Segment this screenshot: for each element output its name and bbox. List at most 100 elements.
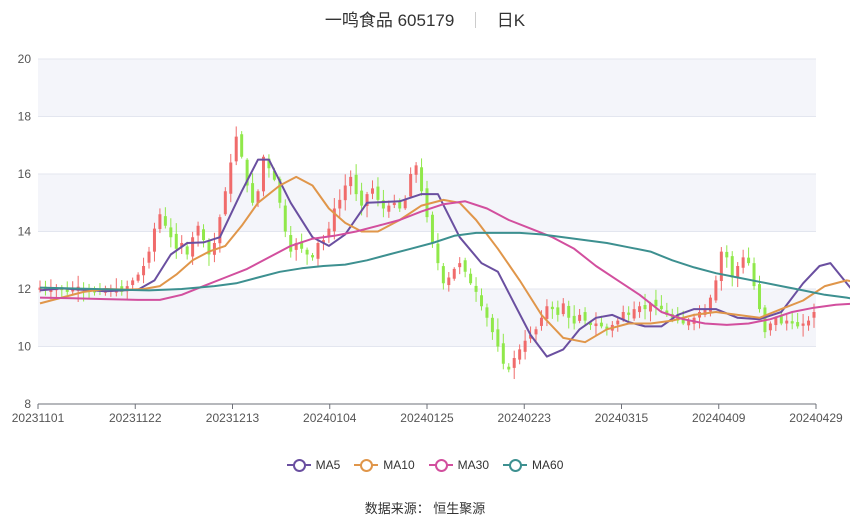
candle-body — [278, 178, 282, 203]
candle-body — [725, 251, 729, 258]
candle-body — [768, 323, 772, 331]
candle-body — [539, 317, 543, 326]
candle-body — [420, 167, 424, 192]
chart-title: 一鸣食品 605179 日K — [0, 6, 850, 31]
legend-swatch-icon — [503, 458, 528, 472]
y-tick-label: 14 — [18, 225, 32, 239]
candle-body — [545, 306, 549, 319]
legend-item-ma5[interactable]: MA5 — [286, 458, 341, 472]
candle-body — [174, 233, 178, 249]
candlestick-chart: 8 10 12 14 16 18 20 20231101 20231122 20231213 202… — [12, 52, 850, 425]
candle-body — [480, 295, 484, 307]
x-tick-label: 20231213 — [206, 411, 260, 425]
legend-label: MA60 — [532, 458, 564, 472]
candle-body — [38, 287, 42, 290]
candle-body — [441, 266, 445, 284]
y-tick-label: 16 — [18, 167, 32, 181]
candle-body — [185, 246, 189, 255]
candle-body — [332, 208, 336, 232]
legend-swatch-icon — [286, 458, 311, 472]
candle-body — [512, 358, 516, 368]
candle-body — [381, 200, 385, 209]
candle-body — [354, 174, 358, 195]
candle-body — [223, 191, 227, 215]
candle-body — [261, 156, 265, 192]
legend-label: MA30 — [457, 458, 490, 472]
candle-body — [643, 305, 647, 310]
candle-body — [621, 312, 625, 320]
candle-body — [741, 257, 745, 268]
candle-body — [605, 326, 609, 330]
candle-body — [501, 343, 505, 364]
candle-body — [387, 205, 391, 212]
candle-body — [163, 216, 167, 226]
candle-body — [191, 237, 195, 257]
candle-body — [360, 190, 364, 206]
x-tick-label: 20240315 — [595, 411, 649, 425]
candle-body — [774, 317, 778, 326]
candle-body — [409, 174, 413, 197]
candle-body — [272, 170, 276, 180]
legend-label: MA10 — [383, 458, 415, 472]
candle-body — [801, 323, 805, 326]
candle-body — [790, 321, 794, 324]
candle-body — [665, 310, 669, 315]
ma30-line — [39, 200, 850, 326]
candle-body — [447, 277, 451, 286]
candle-body — [703, 309, 707, 315]
candle-body — [294, 243, 298, 250]
legend-label: MA5 — [315, 458, 341, 472]
candle-body — [627, 312, 631, 315]
candle-body — [251, 183, 255, 203]
candle-body — [158, 214, 162, 229]
candle-body — [507, 366, 511, 370]
candle-body — [343, 185, 347, 201]
candle-body — [316, 243, 320, 259]
candle-body — [376, 186, 380, 200]
candle-body — [796, 322, 800, 327]
candle-body — [327, 228, 331, 238]
period-label: 日K — [496, 11, 526, 30]
candle-body — [730, 256, 734, 278]
candle-body — [370, 188, 374, 194]
legend-item-ma30[interactable]: MA30 — [428, 458, 490, 472]
candle-body — [196, 225, 200, 236]
ma5-line — [39, 158, 850, 358]
legend-item-ma10[interactable]: MA10 — [354, 458, 415, 472]
candle-body — [147, 251, 151, 263]
legend-item-ma60[interactable]: MA60 — [503, 458, 563, 472]
data-source: 数据来源： 恒生聚源 — [364, 501, 486, 516]
candle-body — [638, 306, 642, 313]
candle-body — [523, 340, 527, 352]
x-tick-label: 20231101 — [12, 411, 65, 425]
candle-body — [599, 322, 603, 327]
legend-swatch-icon — [354, 458, 379, 472]
y-tick-label: 8 — [24, 397, 31, 411]
ma60-line — [39, 231, 850, 300]
candle-body — [218, 217, 222, 244]
candle-body — [430, 214, 434, 243]
candle-body — [311, 255, 315, 258]
candle-body — [338, 199, 342, 209]
candle-body — [300, 241, 304, 249]
candle-body — [436, 243, 440, 264]
candle-body — [550, 306, 554, 310]
candle-body — [49, 289, 53, 293]
candle-body — [469, 273, 473, 284]
candle-body — [474, 285, 478, 292]
candle-body — [589, 322, 593, 325]
candle-body — [567, 305, 571, 318]
candle-body — [812, 312, 816, 318]
candle-body — [414, 165, 418, 175]
y-tick-label: 20 — [18, 52, 32, 66]
candle-body — [245, 159, 249, 186]
candle-body — [757, 284, 761, 310]
candle-body — [496, 329, 500, 347]
chart-legend: MA5 MA10 MA30 MA60 — [0, 458, 850, 472]
candle-body — [785, 320, 789, 324]
candle-body — [807, 320, 811, 326]
stock-name: 一鸣食品 605179 — [324, 11, 455, 30]
candle-body — [490, 317, 494, 333]
candle-body — [289, 235, 293, 252]
